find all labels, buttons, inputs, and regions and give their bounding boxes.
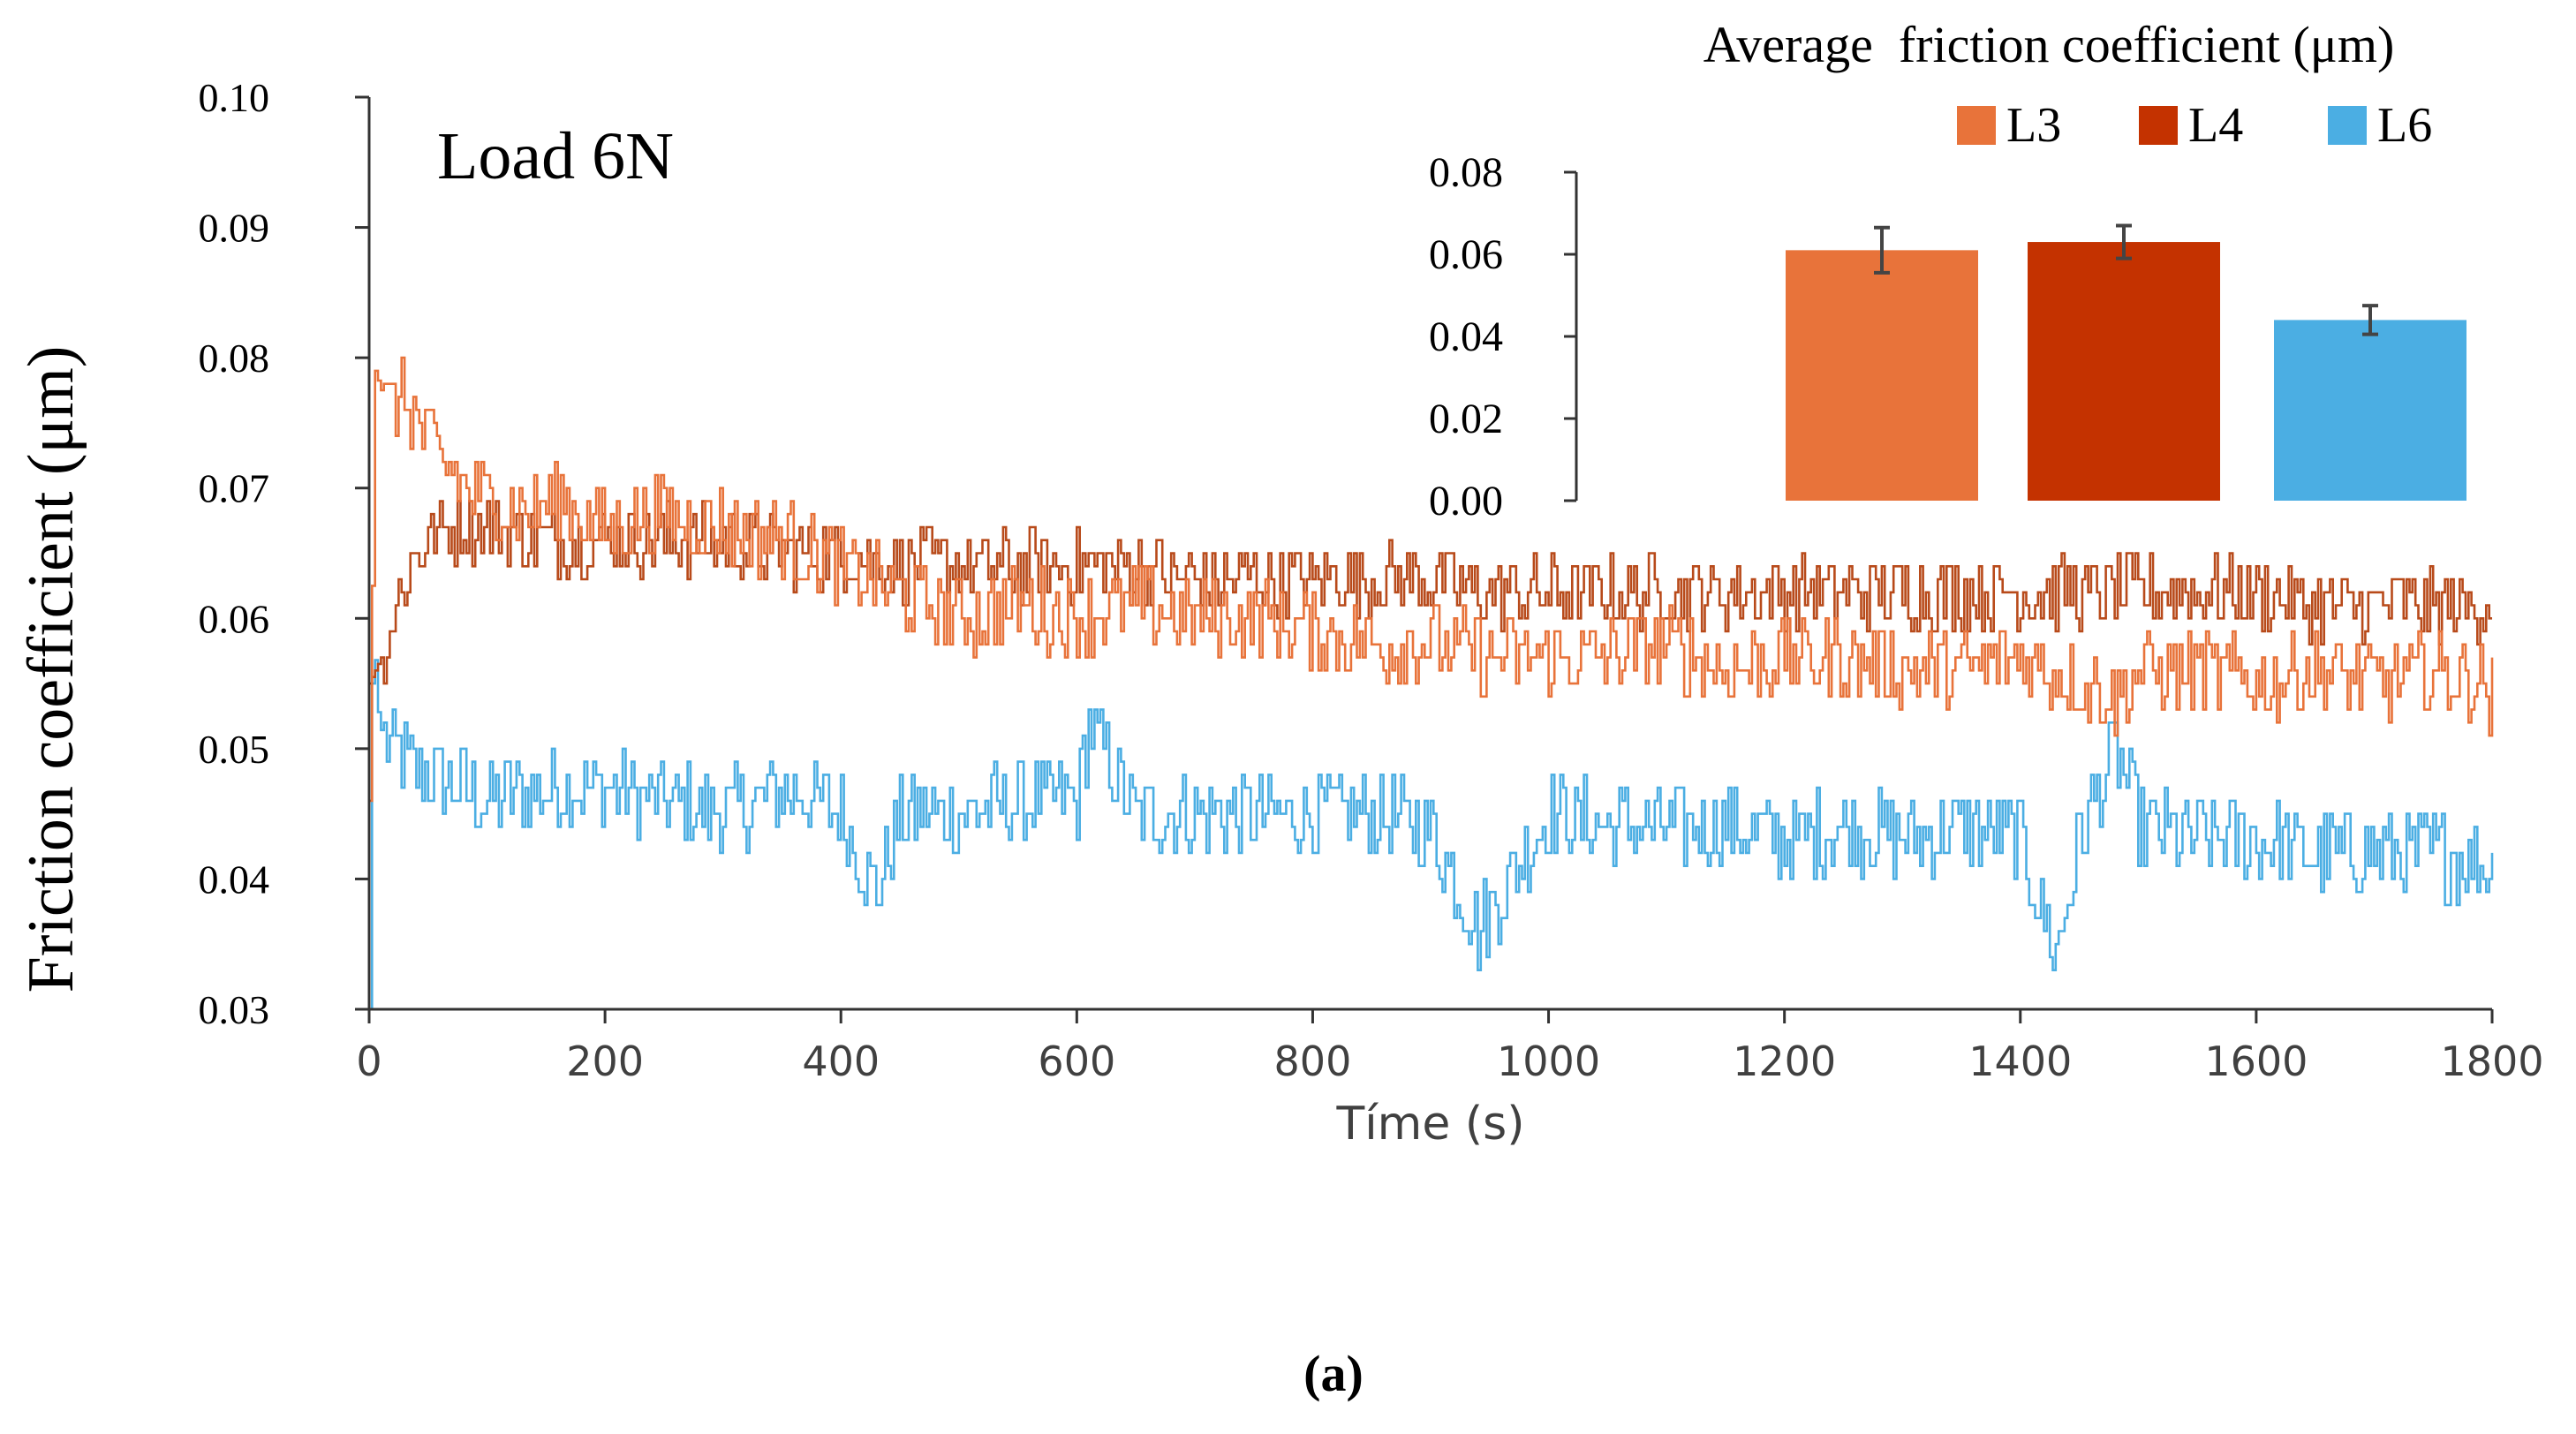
inset-bar-chart: Average friction coefficient (μm) L3 L4 L6… [1429, 16, 2466, 525]
legend-label-l6: L6 [2377, 98, 2432, 153]
x-axis-label: Tíme (s) [1335, 1098, 1524, 1151]
inset-y-tick-label: 0.02 [1429, 396, 1503, 442]
main-line-chart: 0.03 0.04 0.05 0.06 0.07 0.08 0.09 0.10 0 200 400… [15, 75, 2544, 1151]
inset-y-tick-label: 0.00 [1429, 478, 1503, 525]
error-bar-l3 [1874, 225, 1890, 275]
legend-swatch-l4 [2139, 106, 2178, 145]
inset-bars [1786, 223, 2466, 501]
main-x-tick-label: 800 [1274, 1038, 1352, 1085]
main-x-tick-labels: 0 200 400 600 800 1000 1200 1400 1600 1800 [356, 1038, 2543, 1085]
series-line-l3 [369, 356, 2494, 803]
main-y-tick-label: 0.03 [199, 987, 270, 1032]
main-y-tick-labels: 0.03 0.04 0.05 0.06 0.07 0.08 0.09 0.10 [199, 75, 270, 1032]
main-y-tick-label: 0.04 [199, 857, 270, 902]
legend-swatch-l6 [2328, 106, 2367, 145]
main-x-tick-label: 1800 [2440, 1038, 2543, 1085]
main-x-tick-label: 400 [802, 1038, 880, 1085]
legend-swatch-l3 [1957, 106, 1996, 145]
main-x-tick-label: 0 [356, 1038, 381, 1085]
main-x-tick-label: 1600 [2204, 1038, 2308, 1085]
bar-l6 [2274, 320, 2466, 501]
main-y-tick-label: 0.09 [199, 206, 270, 251]
main-x-tick-label: 1000 [1497, 1038, 1600, 1085]
inset-y-tick-labels: 0.00 0.02 0.04 0.06 0.08 [1429, 149, 1503, 525]
series-line-l6 [369, 659, 2494, 1011]
load-annotation: Load 6N [437, 119, 674, 193]
error-bar-l6 [2362, 304, 2378, 336]
y-axis-label: Friction coefficient (μm) [15, 346, 87, 993]
main-x-tick-label: 1400 [1968, 1038, 2072, 1085]
inset-axis [1564, 170, 1578, 502]
error-bar-l4 [2116, 223, 2132, 260]
figure-caption: (a) [1303, 1345, 1364, 1402]
main-series-lines [369, 356, 2494, 1011]
legend-label-l3: L3 [2006, 98, 2061, 153]
inset-legend: L3 L4 L6 [1957, 98, 2432, 153]
main-x-tick-label: 1200 [1733, 1038, 1836, 1085]
inset-y-tick-label: 0.04 [1429, 313, 1503, 360]
bar-l3 [1786, 250, 1978, 501]
main-y-tick-label: 0.07 [199, 466, 270, 511]
inset-y-tick-label: 0.08 [1429, 149, 1503, 196]
main-y-tick-label: 0.08 [199, 336, 270, 381]
main-x-tick-label: 200 [566, 1038, 644, 1085]
main-axes [355, 95, 2494, 1023]
main-y-tick-label: 0.10 [199, 75, 270, 120]
main-y-tick-label: 0.06 [199, 596, 270, 641]
legend-label-l4: L4 [2188, 98, 2243, 153]
main-x-tick-label: 600 [1038, 1038, 1115, 1085]
main-y-tick-label: 0.05 [199, 727, 270, 772]
inset-y-tick-label: 0.06 [1429, 231, 1503, 278]
inset-title: Average friction coefficient (μm) [1703, 16, 2395, 73]
bar-l4 [2028, 242, 2220, 501]
